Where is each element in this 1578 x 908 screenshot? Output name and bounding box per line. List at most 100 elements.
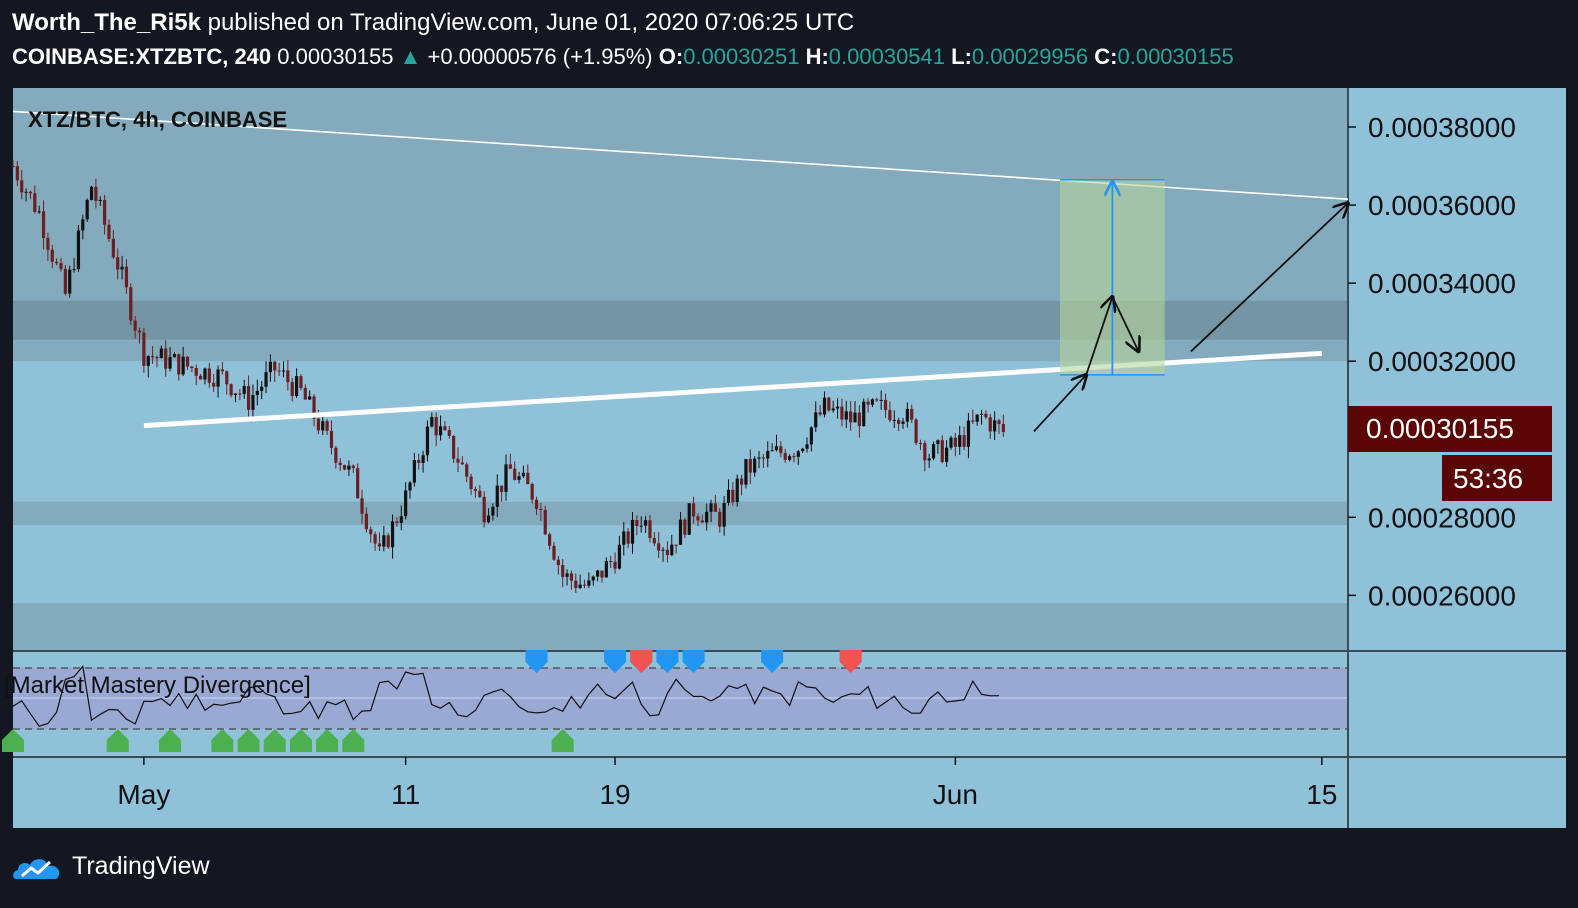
candle-body [905, 408, 909, 422]
tradingview-logo-icon[interactable] [12, 849, 64, 883]
candle-body [831, 408, 835, 411]
candle-body [687, 503, 691, 535]
candle-body [399, 516, 403, 523]
candles-layer [11, 159, 1005, 593]
candle-body [430, 416, 434, 427]
candle-body [600, 570, 604, 578]
candle-body [273, 361, 277, 371]
candle-body [779, 446, 783, 454]
close-value: 0.00030155 [1117, 44, 1234, 69]
candle-body [417, 460, 421, 463]
candle-body [59, 263, 63, 269]
candle-body [290, 382, 294, 396]
author-name[interactable]: Worth_The_Ri5k [12, 9, 201, 36]
candle-body [979, 413, 984, 415]
candle-body [892, 419, 896, 421]
candle-body [373, 534, 377, 544]
candle-body [103, 200, 107, 225]
candle-body [98, 200, 102, 202]
last-price: 0.00030155 [277, 44, 394, 69]
candle-body [596, 570, 600, 577]
candle-body [46, 237, 50, 250]
candle-body [526, 472, 530, 485]
candle-body [41, 211, 46, 238]
symbol-label[interactable]: COINBASE:XTZBTC, 240 [12, 44, 272, 69]
low-label: L: [951, 44, 972, 69]
candle-body [421, 455, 425, 463]
candle-body [220, 369, 225, 372]
time-tick-label: Jun [933, 779, 978, 810]
candle-body [722, 502, 726, 527]
time-tick-label: May [117, 779, 170, 810]
candle-body [68, 269, 72, 294]
candle-body [587, 580, 591, 586]
candle-body [670, 544, 674, 556]
candle-body [500, 485, 504, 492]
candle-body [351, 465, 355, 469]
candle-body [85, 199, 89, 220]
candle-body [827, 397, 831, 411]
candle-body [643, 520, 648, 526]
candle-body [369, 529, 373, 535]
candle-body [364, 513, 368, 530]
candle-body [696, 516, 700, 521]
candle-body [936, 440, 940, 445]
candle-body [534, 499, 539, 510]
bull-divergence-marker [106, 729, 129, 752]
time-axis[interactable] [13, 758, 1348, 828]
candle-body [914, 419, 918, 443]
candle-body [434, 416, 438, 436]
candle-body [299, 376, 303, 388]
candle-body [312, 396, 316, 419]
candle-body [739, 478, 744, 485]
candle-body [818, 412, 822, 415]
bull-divergence-marker [263, 729, 286, 752]
candle-body [478, 490, 482, 497]
footer: TradingView [12, 848, 210, 884]
candle-body [225, 371, 229, 385]
candle-body [465, 464, 469, 477]
candle-body [159, 348, 163, 359]
change-up-icon: ▲ [399, 44, 422, 69]
candle-body [185, 356, 190, 367]
candle-body [574, 580, 578, 588]
candle-body [945, 447, 949, 462]
candle-body [268, 361, 273, 373]
candle-body [630, 520, 635, 544]
candle-body [72, 269, 76, 271]
candle-body [888, 410, 892, 421]
candle-body [81, 219, 85, 231]
candle-body [386, 535, 390, 548]
footer-brand[interactable]: TradingView [72, 851, 210, 880]
candle-body [940, 440, 944, 462]
candle-body [801, 448, 805, 452]
candle-body [543, 509, 547, 535]
candle-body [190, 366, 194, 368]
candle-body [390, 521, 395, 548]
high-value: 0.00030541 [828, 44, 946, 69]
candle-body [766, 451, 770, 459]
candle-body [657, 543, 661, 551]
candle-body [857, 412, 861, 427]
candle-body [691, 503, 696, 517]
candle-body [539, 509, 543, 511]
candle-body [360, 498, 364, 514]
candle-body [242, 386, 246, 394]
candle-body [635, 520, 639, 526]
projection-arrow-3 [1111, 296, 1138, 352]
price-tick-label: 0.00038000 [1368, 112, 1516, 143]
candle-body [849, 411, 853, 423]
header-line-1: Worth_The_Ri5k published on TradingView.… [12, 8, 854, 38]
candle-body [840, 406, 844, 420]
candle-body [37, 211, 41, 213]
price-change: +0.00000576 (+1.95%) [427, 44, 653, 69]
candle-body [897, 419, 901, 424]
candle-body [172, 354, 177, 358]
candle-body [770, 450, 774, 452]
candle-body [495, 485, 499, 507]
projection-arrow-4 [1190, 203, 1348, 353]
candle-body [582, 584, 587, 586]
candle-body [613, 561, 617, 569]
candle-body [277, 370, 281, 372]
